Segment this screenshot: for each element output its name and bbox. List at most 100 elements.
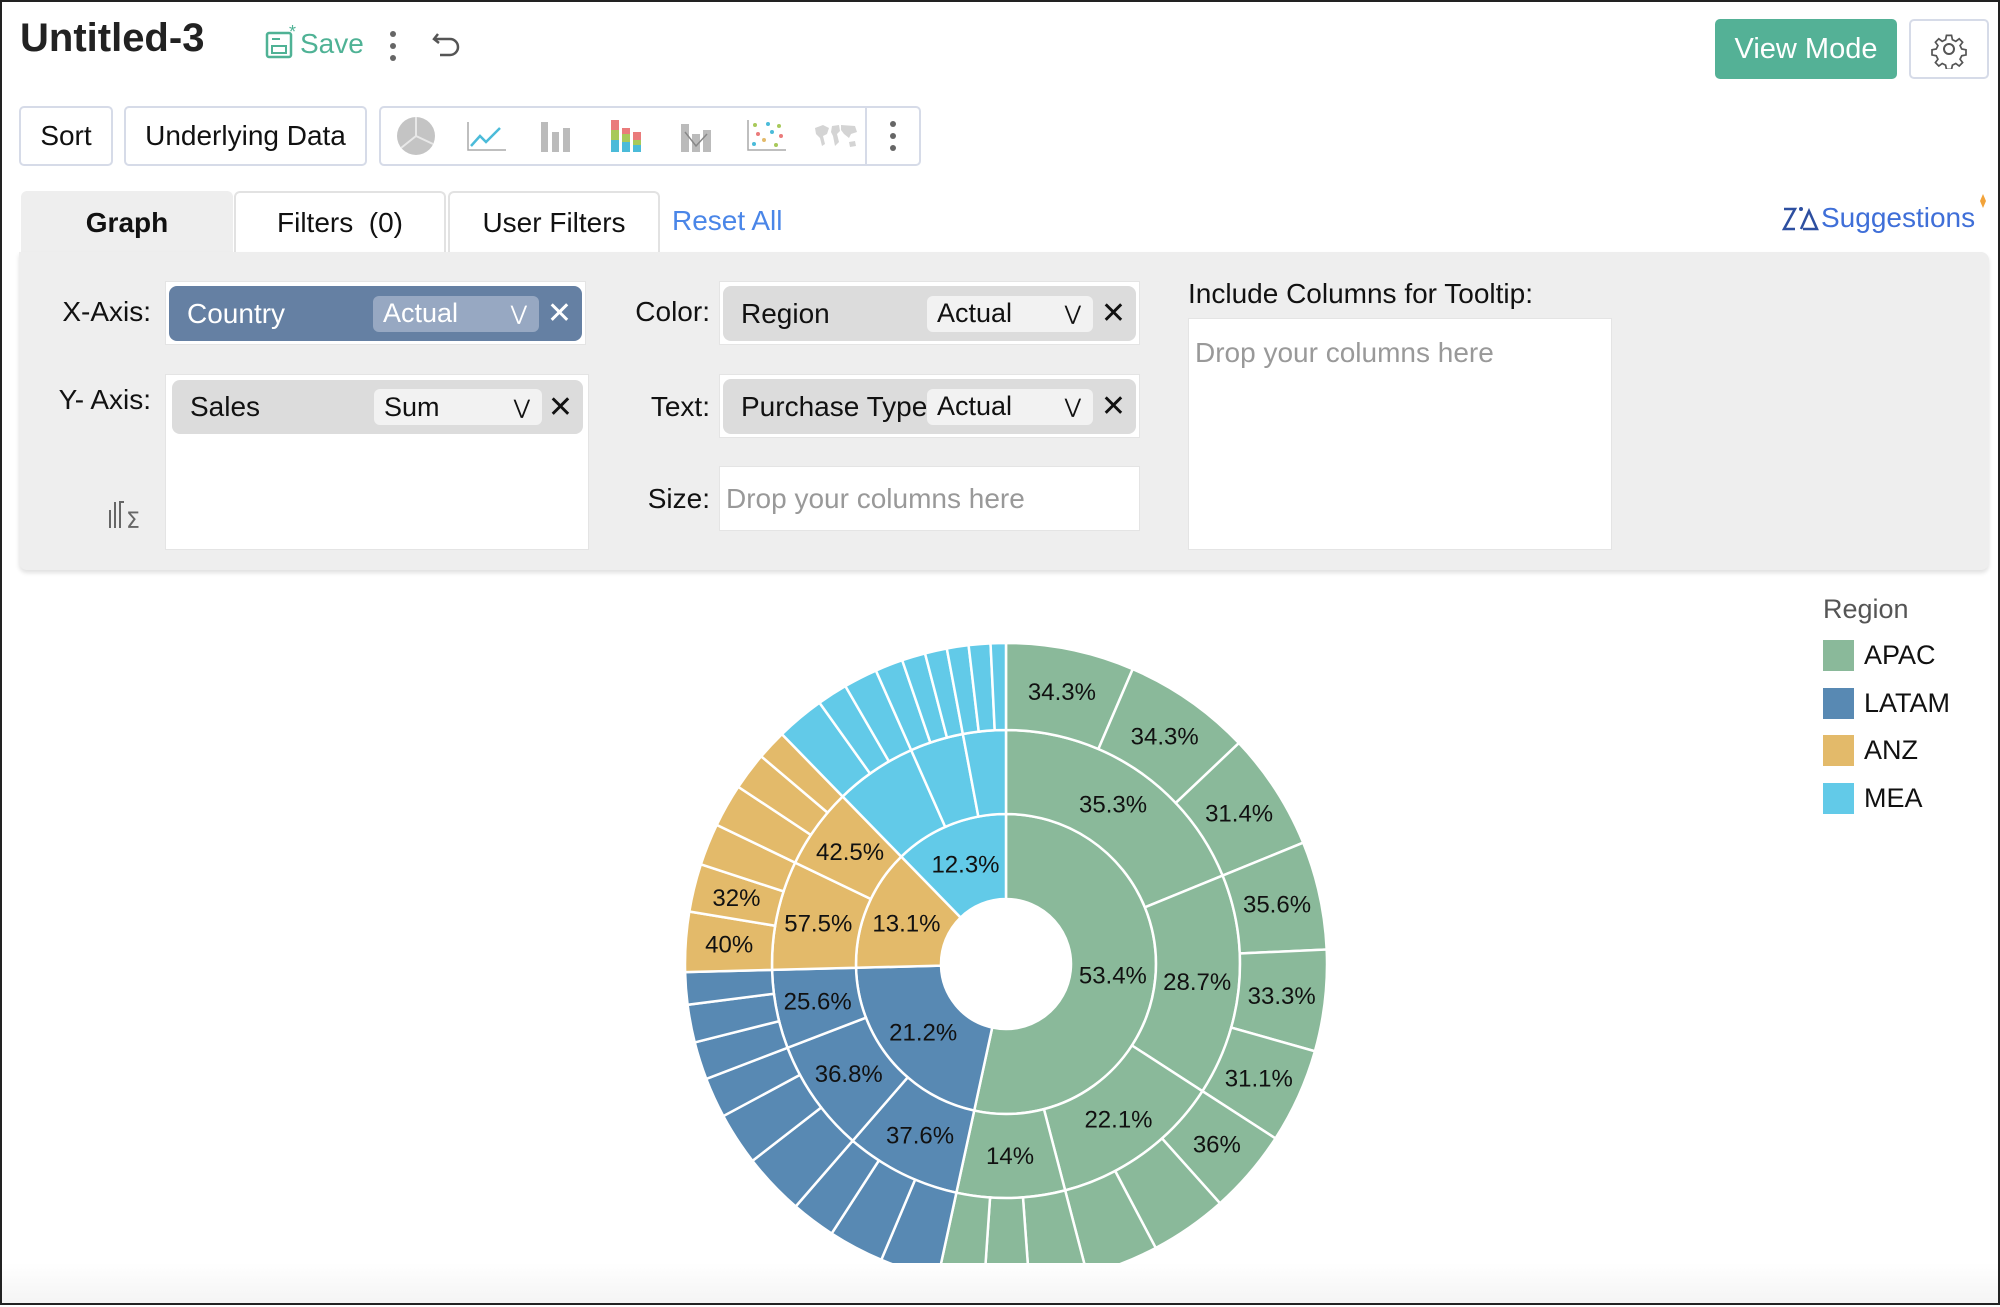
chevron-down-icon: ⋁ bbox=[1064, 303, 1081, 325]
gear-icon bbox=[1931, 34, 1967, 69]
legend-label: LATAM bbox=[1864, 688, 1951, 718]
legend-label: MEA bbox=[1864, 783, 1923, 813]
segment-data-label: 53.4% bbox=[1079, 962, 1147, 989]
legend-item-anz[interactable]: ANZ bbox=[1823, 735, 1918, 766]
zia-icon bbox=[1781, 207, 1819, 231]
save-label: Save bbox=[300, 28, 364, 59]
map-chart-icon[interactable] bbox=[811, 116, 861, 156]
color-label: Color: bbox=[635, 296, 710, 327]
segment-data-label: 33.3% bbox=[1248, 983, 1316, 1010]
segment-data-label: 14% bbox=[986, 1143, 1034, 1170]
more-chart-types-button[interactable] bbox=[865, 108, 919, 164]
tooltip-shelf[interactable]: Drop your columns here bbox=[1188, 318, 1612, 550]
more-options-icon bbox=[890, 121, 896, 151]
tab-filters[interactable]: Filters (0) bbox=[234, 191, 446, 253]
remove-y-axis-icon[interactable]: ✕ bbox=[547, 390, 573, 424]
segment-data-label: 21.2% bbox=[889, 1020, 957, 1047]
scatter-chart-icon[interactable] bbox=[741, 116, 791, 156]
color-column: Region bbox=[741, 297, 830, 329]
legend-item-mea[interactable]: MEA bbox=[1823, 783, 1923, 814]
combination-chart-icon[interactable] bbox=[671, 116, 721, 156]
chevron-down-icon: ⋁ bbox=[513, 396, 530, 419]
chevron-down-icon: ⋁ bbox=[1064, 396, 1081, 418]
segment-data-label: 36% bbox=[1193, 1131, 1241, 1158]
segment-data-label: 42.5% bbox=[816, 839, 884, 866]
save-button[interactable]: * Save bbox=[264, 24, 364, 60]
text-aggregation-select[interactable]: Actual ⋁ bbox=[927, 388, 1093, 425]
legend-label: ANZ bbox=[1864, 735, 1918, 765]
aggregate-sigma-icon[interactable]: Σ bbox=[108, 498, 150, 530]
sort-button[interactable]: Sort bbox=[19, 106, 113, 166]
size-shelf[interactable]: Drop your columns here bbox=[719, 466, 1140, 531]
legend-label: APAC bbox=[1864, 640, 1936, 670]
segment-data-label: 31.1% bbox=[1225, 1065, 1293, 1092]
remove-color-icon[interactable]: ✕ bbox=[1100, 297, 1126, 330]
segment-data-label: 37.6% bbox=[886, 1123, 954, 1150]
y-axis-aggregation-select[interactable]: Sum ⋁ bbox=[374, 389, 542, 425]
tooltip-placeholder: Drop your columns here bbox=[1195, 337, 1494, 368]
segment-data-label: 35.3% bbox=[1079, 792, 1147, 819]
tooltip-label: Include Columns for Tooltip: bbox=[1188, 278, 1533, 309]
x-axis-column-pill[interactable]: Country Actual ⋁ ✕ bbox=[169, 286, 582, 341]
pie-chart-icon[interactable] bbox=[391, 116, 441, 156]
x-axis-label: X-Axis: bbox=[62, 296, 151, 327]
remove-text-icon[interactable]: ✕ bbox=[1100, 390, 1126, 423]
segment-data-label: 40% bbox=[705, 932, 753, 959]
y-axis-aggregation-value: Sum bbox=[384, 391, 440, 422]
sparkle-icon bbox=[1980, 194, 1987, 208]
segment-data-label: 36.8% bbox=[815, 1061, 883, 1088]
size-placeholder: Drop your columns here bbox=[726, 483, 1025, 514]
segment-data-label: 32% bbox=[712, 885, 760, 912]
legend-item-apac[interactable]: APAC bbox=[1823, 640, 1936, 671]
undo-icon[interactable] bbox=[430, 28, 464, 62]
x-axis-aggregation-select[interactable]: Actual ⋁ bbox=[373, 295, 539, 332]
y-axis-column-pill[interactable]: Sales Sum ⋁ ✕ bbox=[172, 380, 583, 434]
legend-item-latam[interactable]: LATAM bbox=[1823, 688, 1950, 719]
suggestions-link[interactable]: Suggestions bbox=[1781, 194, 1991, 234]
tab-user-filters[interactable]: User Filters bbox=[448, 191, 660, 253]
color-aggregation-select[interactable]: Actual ⋁ bbox=[927, 295, 1093, 332]
more-options-icon[interactable] bbox=[386, 26, 400, 66]
segment-data-label: 31.4% bbox=[1205, 800, 1273, 827]
text-aggregation-value: Actual bbox=[937, 391, 1013, 421]
bar-chart-icon[interactable] bbox=[531, 116, 581, 156]
segment-data-label: 22.1% bbox=[1084, 1107, 1152, 1134]
line-chart-icon[interactable] bbox=[461, 116, 511, 156]
legend-swatch bbox=[1823, 735, 1854, 766]
legend-title: Region bbox=[1823, 594, 1909, 624]
x-axis-aggregation-value: Actual bbox=[383, 298, 459, 328]
color-column-pill[interactable]: Region Actual ⋁ ✕ bbox=[723, 286, 1136, 341]
chart-type-selector bbox=[379, 106, 921, 166]
x-axis-column: Country bbox=[187, 297, 286, 329]
text-column: Purchase Type bbox=[741, 390, 928, 422]
svg-text:*: * bbox=[289, 24, 296, 42]
purchase-type-segment[interactable] bbox=[989, 641, 1008, 732]
report-title[interactable]: Untitled-3 bbox=[20, 16, 205, 60]
view-mode-button[interactable]: View Mode bbox=[1715, 19, 1897, 79]
size-label: Size: bbox=[647, 483, 710, 514]
underlying-data-button[interactable]: Underlying Data bbox=[124, 106, 367, 166]
legend-swatch bbox=[1823, 783, 1854, 814]
y-axis-label: Y- Axis: bbox=[58, 384, 151, 415]
bottom-fade bbox=[2, 1263, 1998, 1303]
reset-all-link[interactable]: Reset All bbox=[672, 205, 783, 236]
color-aggregation-value: Actual bbox=[937, 298, 1013, 328]
remove-x-axis-icon[interactable]: ✕ bbox=[546, 297, 572, 330]
segment-data-label: 35.6% bbox=[1243, 891, 1311, 918]
segment-data-label: 57.5% bbox=[784, 911, 852, 938]
text-label: Text: bbox=[650, 391, 710, 422]
tab-graph[interactable]: Graph bbox=[21, 191, 233, 253]
suggestions-label: Suggestions bbox=[1821, 202, 1976, 233]
legend-swatch bbox=[1823, 640, 1854, 671]
stacked-bar-chart-icon[interactable] bbox=[601, 116, 651, 156]
segment-data-label: 28.7% bbox=[1163, 969, 1231, 996]
sunburst-chart: 34.3% 34.3% 31.4% 35.3% 35.6% 33.3% 31.1% 28.7%… bbox=[683, 641, 1329, 1287]
legend-swatch bbox=[1823, 688, 1854, 719]
svg-text:Σ: Σ bbox=[126, 509, 140, 530]
segment-data-label: 13.1% bbox=[872, 910, 940, 937]
segment-data-label: 34.3% bbox=[1028, 679, 1096, 706]
settings-button[interactable] bbox=[1909, 19, 1989, 79]
text-column-pill[interactable]: Purchase Type Actual ⋁ ✕ bbox=[723, 379, 1136, 434]
segment-data-label: 25.6% bbox=[784, 988, 852, 1015]
save-icon: * bbox=[265, 24, 296, 59]
